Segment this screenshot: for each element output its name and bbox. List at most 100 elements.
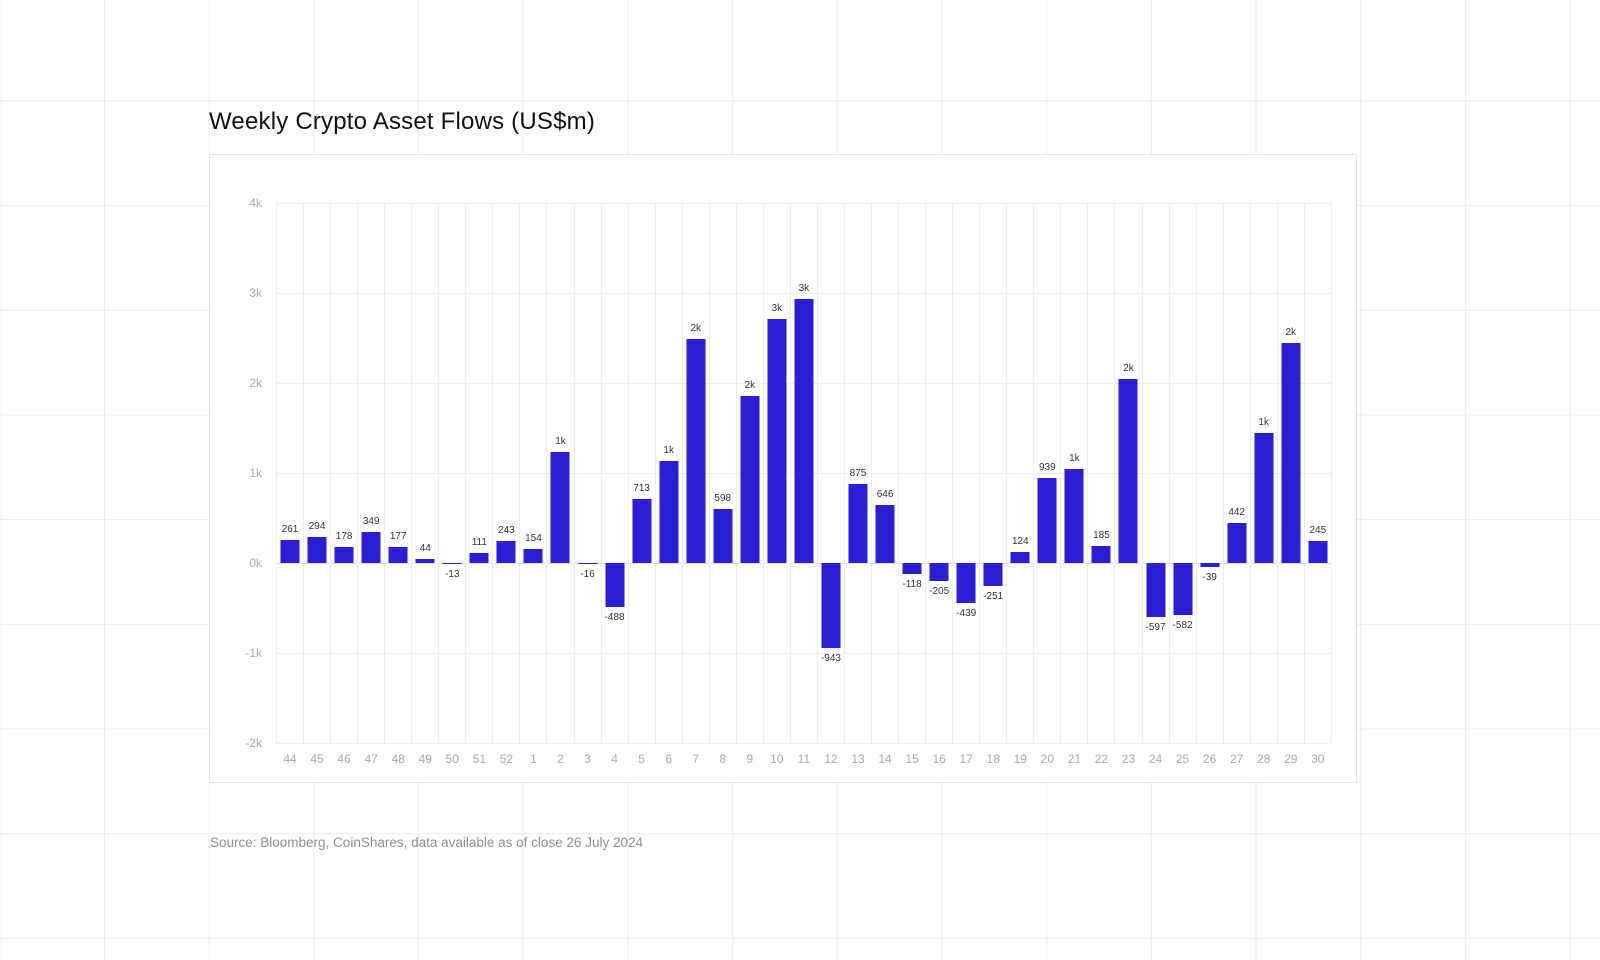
bar	[1227, 523, 1247, 563]
bar-cell: 111 51	[465, 203, 492, 766]
x-tick-label: 27	[1229, 752, 1244, 766]
bar-cell: 154 1	[519, 203, 546, 766]
bar-cell: 2k 29	[1276, 203, 1304, 766]
bar	[767, 319, 787, 563]
bar-cell: 185 22	[1087, 203, 1114, 766]
x-tick-label: 22	[1094, 752, 1109, 766]
bar	[1173, 563, 1193, 616]
bar-value-label: 185	[1093, 530, 1110, 542]
x-tick-label: 10	[770, 752, 784, 766]
bar-value-label: 1k	[1069, 452, 1080, 464]
bar-cell: 1k 6	[654, 203, 682, 766]
bar-cell: 243 52	[492, 203, 519, 766]
bar-value-label: 1k	[1258, 416, 1269, 428]
bar	[605, 563, 625, 607]
h-gridline	[276, 563, 1331, 564]
y-tick-label: 4k	[249, 196, 262, 210]
bar-value-label: -597	[1145, 621, 1166, 633]
bar-cell: 178 46	[330, 203, 357, 766]
bar	[442, 563, 462, 565]
bar	[469, 553, 489, 563]
x-tick-label: 47	[364, 752, 378, 766]
bar	[415, 559, 435, 563]
bar-value-label: 2k	[744, 379, 756, 391]
bar	[307, 536, 327, 563]
x-tick-label: 23	[1121, 752, 1136, 766]
bar	[1308, 540, 1328, 563]
bar-value-label: 154	[525, 533, 542, 545]
bar-cell: 939 20	[1033, 203, 1060, 766]
bar-cell: 177 48	[384, 203, 411, 766]
bar-cell: -39 26	[1195, 203, 1223, 766]
x-tick-label: 8	[719, 752, 727, 766]
x-tick-label: 50	[445, 752, 459, 766]
x-tick-label: 19	[1013, 752, 1027, 766]
bar-value-label: 3k	[798, 283, 810, 295]
chart-card: 4k 3k 2k 1k 0k -1k -2k 261 44 294 45 178 46 349 47 177…	[209, 154, 1357, 783]
x-tick-label: 7	[692, 752, 700, 766]
bar	[983, 563, 1003, 586]
bar-value-label: -582	[1172, 620, 1193, 632]
bar-cell: -943 12	[816, 203, 844, 766]
bar-cell: 349 47	[357, 203, 384, 766]
h-gridline	[276, 293, 1331, 294]
bar	[740, 395, 760, 563]
bar	[632, 498, 652, 563]
bar	[1091, 546, 1111, 563]
bar-cell: 2k 23	[1114, 203, 1141, 766]
bar	[1146, 563, 1166, 617]
bar-value-label: -205	[929, 586, 950, 598]
x-tick-label: 5	[638, 752, 645, 766]
bar-value-label: 243	[498, 525, 515, 537]
bar	[848, 484, 868, 563]
x-tick-label: 20	[1040, 752, 1055, 766]
y-tick-label: -2k	[245, 736, 262, 750]
bar	[1064, 468, 1084, 563]
bar-cell: -16 3	[573, 203, 601, 766]
bar-value-label: 2k	[1285, 326, 1297, 338]
bar-value-label: -251	[983, 590, 1004, 602]
bar-value-label: -943	[820, 652, 841, 664]
bar-value-label: 1k	[663, 445, 674, 457]
x-tick-label: 17	[959, 752, 973, 766]
bar	[550, 452, 570, 563]
bar-value-label: -16	[580, 569, 595, 581]
bar-value-label: -118	[902, 578, 922, 590]
x-tick-label: 14	[878, 752, 892, 766]
bar-value-label: 294	[308, 520, 326, 532]
x-tick-label: 46	[337, 752, 351, 766]
bar-cell: 442 27	[1222, 203, 1250, 766]
bar-cell: 1k 28	[1249, 203, 1277, 766]
x-tick-label: 1	[530, 752, 537, 766]
bar-cell: -488 4	[600, 203, 628, 766]
bar	[794, 299, 814, 563]
x-tick-label: 26	[1202, 752, 1217, 766]
x-tick-label: 45	[310, 752, 324, 766]
x-tick-label: 6	[665, 752, 673, 766]
bar	[1281, 342, 1301, 563]
bar-cell: -439 17	[952, 203, 979, 766]
x-tick-label: 18	[986, 752, 1000, 766]
bar-value-label: 875	[849, 468, 867, 480]
bar-value-label: 124	[1011, 535, 1029, 547]
bar-cell: 261 44	[276, 203, 303, 766]
bar-cell: 875 13	[843, 203, 871, 766]
x-tick-label: 12	[824, 752, 838, 766]
bar	[821, 563, 841, 648]
bar	[1200, 563, 1220, 567]
bar-cell: 124 19	[1006, 203, 1033, 766]
y-tick-label: 3k	[249, 286, 262, 300]
x-tick-label: 24	[1148, 752, 1163, 766]
bar-cell: 44 49	[411, 203, 438, 766]
bar-value-label: -439	[956, 607, 977, 619]
x-tick-label: 16	[932, 752, 946, 766]
x-tick-label: 52	[499, 752, 514, 766]
bar-cell: -13 50	[438, 203, 465, 766]
bar-value-label: 178	[335, 530, 353, 542]
bar-value-label: -13	[445, 569, 460, 581]
x-tick-label: 13	[851, 752, 865, 766]
bar-cell: 713 5	[627, 203, 655, 766]
bar	[686, 338, 706, 563]
y-axis: 4k 3k 2k 1k 0k -1k -2k	[210, 196, 270, 750]
bar-cell: 2k 9	[735, 203, 763, 766]
